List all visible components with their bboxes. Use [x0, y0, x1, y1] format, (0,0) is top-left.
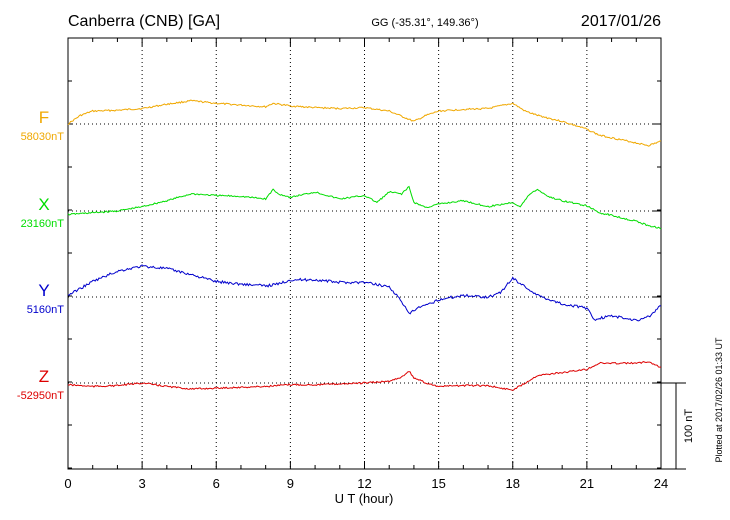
x-axis-label: U T (hour) — [335, 491, 394, 506]
x-tick-label: 12 — [357, 476, 371, 491]
series-baseline-x: 23160nT — [21, 218, 65, 230]
x-tick-label: 0 — [64, 476, 71, 491]
series-name-f: F — [39, 108, 49, 127]
x-tick-label: 3 — [139, 476, 146, 491]
plot-date: 2017/01/26 — [581, 13, 661, 30]
x-tick-labels: 0 3 6 9 12 15 18 21 24 — [64, 476, 668, 491]
series-baseline-f: 58030nT — [21, 131, 65, 143]
scale-bar: 100 nT — [661, 382, 695, 470]
x-tick-label: 15 — [431, 476, 445, 491]
series-baseline-z: -52950nT — [17, 390, 64, 402]
series-line-y — [67, 264, 662, 322]
series-labels: F 58030nT X 23160nT Y 5160nT Z -52950nT — [17, 108, 64, 402]
series-baseline-y: 5160nT — [27, 304, 65, 316]
x-tick-label: 18 — [506, 476, 520, 491]
scale-bar-label: 100 nT — [683, 409, 695, 444]
series-name-x: X — [38, 195, 49, 214]
axis-ticks — [67, 37, 662, 469]
station-title: Canberra (CNB) [GA] — [68, 13, 220, 30]
series-line-f — [67, 99, 662, 147]
grid-lines — [68, 38, 661, 469]
x-tick-label: 24 — [654, 476, 668, 491]
x-tick-label: 9 — [287, 476, 294, 491]
series-lines — [67, 99, 662, 391]
series-name-z: Z — [39, 367, 49, 386]
series-line-x — [67, 185, 662, 230]
station-coordinates: GG (-35.31°, 149.36°) — [371, 17, 478, 29]
series-name-y: Y — [38, 281, 49, 300]
x-tick-label: 6 — [213, 476, 220, 491]
plotted-at-note: Plotted at 2017/02/26 01:33 UT — [714, 337, 724, 463]
series-line-z — [67, 361, 661, 391]
x-tick-label: 21 — [580, 476, 594, 491]
